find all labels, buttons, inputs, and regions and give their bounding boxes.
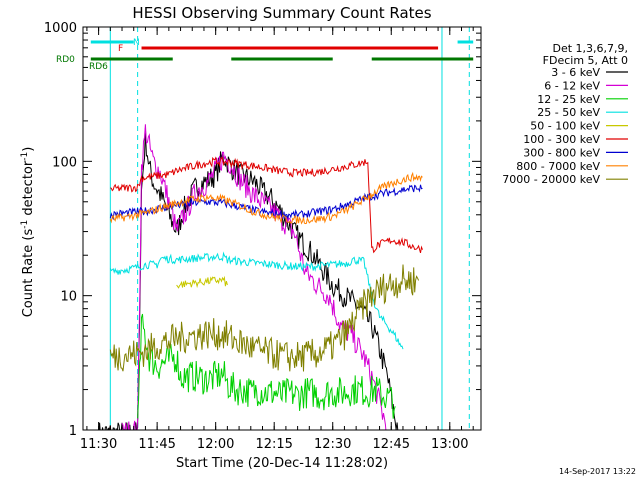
series-line-8: [109, 171, 423, 225]
series-line-2: [121, 124, 388, 430]
legend-label-4: 25 - 50 keV: [537, 106, 600, 119]
x-tick-label-7: 13:00: [431, 437, 468, 452]
legend-label-8: 800 - 7000 keV: [516, 160, 600, 173]
legend-label-1: 3 - 6 keV: [551, 66, 600, 79]
series-line-1: [98, 127, 400, 430]
legend-header-line-2: FDecim 5, Att 0: [543, 54, 628, 67]
x-axis-label: Start Time (20-Dec-14 11:28:02): [176, 456, 388, 471]
chart-title: HESSI Observing Summary Count Rates: [132, 4, 431, 22]
legend-label-6: 100 - 300 keV: [523, 133, 600, 146]
y-tick-label-2: 10: [60, 290, 77, 305]
series-line-7: [109, 184, 423, 221]
legend-label-3: 12 - 25 keV: [537, 93, 600, 106]
footer-date-stamp: 14-Sep-2017 13:22: [559, 467, 636, 476]
legend: Det 1,3,6,7,9, FDecim 5, Att 0 3 - 6 keV…: [502, 42, 628, 186]
state-label-rd0: RD0: [56, 55, 75, 65]
series-line-3: [137, 313, 396, 419]
x-tick-label-5: 12:30: [314, 437, 351, 452]
x-tick-label-2: 11:45: [138, 437, 175, 452]
state-label-f: F: [118, 44, 123, 54]
axes: 11:30 11:45 12:00 12:15 12:30 12:45 13:00 1 10 10…: [44, 21, 482, 452]
state-label-rd6: RD6: [89, 62, 108, 72]
y-axis-label: Count Rate (s-1 detector-1): [20, 147, 36, 318]
state-label-n: N: [133, 38, 140, 48]
legend-header-line-1: Det 1,3,6,7,9,: [552, 42, 628, 55]
y-tick-label-3: 100: [52, 155, 77, 170]
series-line-6: [110, 156, 423, 254]
legend-label-2: 6 - 12 keV: [544, 79, 600, 92]
legend-label-5: 50 - 100 keV: [530, 120, 600, 133]
y-tick-label-1: 1: [69, 424, 77, 439]
plot-area: NF RD0 RD6: [56, 27, 474, 430]
series-line-4: [109, 251, 404, 350]
y-tick-label-4: 1000: [44, 21, 77, 36]
x-tick-label-6: 12:45: [373, 437, 410, 452]
x-tick-label-3: 12:00: [197, 437, 234, 452]
x-tick-label-1: 11:30: [80, 437, 117, 452]
plot-frame: [82, 26, 482, 431]
legend-label-7: 300 - 800 keV: [523, 146, 600, 159]
legend-label-9: 7000 - 20000 keV: [502, 173, 600, 186]
x-tick-label-4: 12:15: [255, 437, 292, 452]
series-line-5: [176, 275, 228, 289]
series-line-9: [109, 264, 420, 372]
